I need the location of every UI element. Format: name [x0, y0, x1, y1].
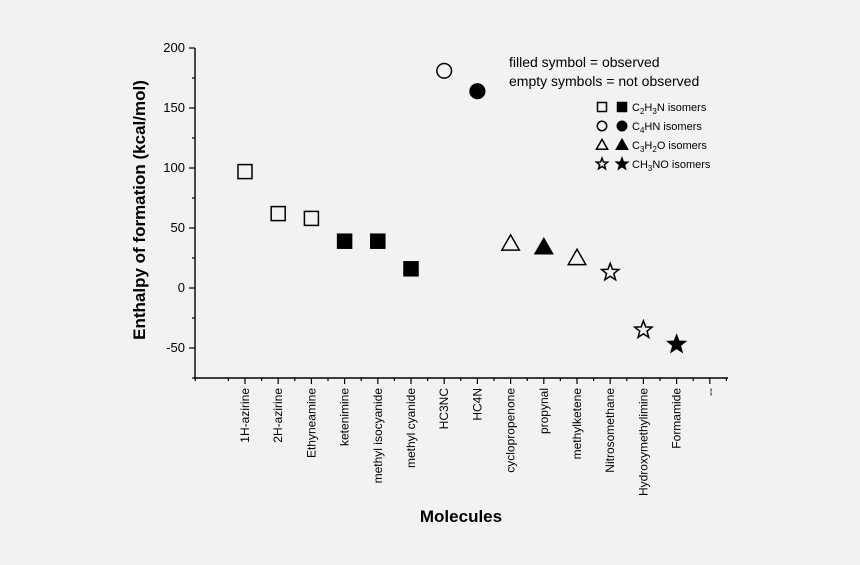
legend-filled-square	[616, 101, 628, 113]
data-point-nitrosomethane	[599, 261, 621, 282]
x-tick-label: methyl cyanide	[404, 388, 418, 468]
legend-label: CH3NO isomers	[632, 159, 711, 173]
x-tick-label: Hydroxymethylimine	[636, 388, 650, 496]
x-tick-label: Nitrosomethane	[603, 388, 617, 473]
y-tick-label: 0	[178, 280, 185, 295]
legend-filled-triangle	[615, 137, 629, 150]
y-tick-label: -50	[166, 340, 185, 355]
data-point-2h-azirine	[270, 205, 286, 222]
legend: C2H3N isomers C4HN isomers C3H2O isomers CH…	[594, 101, 711, 173]
x-tick-label: ketenimine	[338, 388, 352, 446]
legend-label: C4HN isomers	[632, 121, 702, 135]
y-tick-label: 200	[163, 40, 185, 55]
x-axis-ticks: 1H-azirine 2H-azirine Ethyneamine ketenimin…	[194, 378, 728, 496]
x-tick-label: methylketene	[570, 388, 584, 460]
data-point-cyclopropenone	[500, 233, 521, 251]
y-axis-title: Enthalpy of formation (kcal/mol)	[130, 80, 149, 340]
axis-frame	[194, 48, 728, 379]
data-point-ketenimine	[336, 233, 353, 249]
y-tick-label: 150	[163, 100, 185, 115]
legend-open-triangle	[595, 137, 609, 150]
y-axis-ticks: 200 150 100 50 0 -50	[163, 40, 195, 379]
legend-label: C3H2O isomers	[632, 140, 707, 154]
x-tick-label: methyl isocyanide	[371, 388, 385, 484]
data-point-1h-azirine	[237, 163, 253, 180]
x-tick-label: cyclopropenone	[504, 388, 518, 473]
axes	[194, 48, 728, 379]
x-tick-label: --	[703, 388, 717, 396]
data-point-hc4n	[469, 83, 486, 100]
legend-open-square	[596, 101, 608, 113]
x-tick-label: 2H-azirine	[271, 388, 285, 443]
x-tick-label: HC3NC	[437, 388, 451, 430]
y-tick-label: 50	[171, 220, 185, 235]
data-point-hc3nc	[436, 62, 453, 79]
annotation-filled: filled symbol = observed	[509, 54, 660, 70]
data-point-methylketene	[566, 247, 588, 266]
annotation-empty: empty symbols = not observed	[509, 73, 699, 89]
data-point-formamide	[665, 333, 688, 354]
data-points	[237, 62, 688, 354]
x-axis-title: Molecules	[420, 507, 502, 526]
data-point-ethyneamine	[303, 210, 320, 227]
legend-filled-circle	[616, 120, 628, 132]
y-tick-label: 100	[163, 160, 185, 175]
data-point-hydroxymethylimine	[632, 318, 655, 340]
legend-label: C2H3N isomers	[632, 102, 707, 116]
data-point-methyl-isocyanide	[370, 233, 386, 249]
x-tick-label: 1H-azirine	[238, 388, 252, 443]
data-point-methyl-cyanide	[403, 261, 419, 277]
x-tick-label: Ethyneamine	[304, 388, 318, 458]
x-tick-label: propynal	[537, 388, 551, 434]
x-tick-label: Formamide	[670, 388, 684, 449]
data-point-propynal	[533, 236, 554, 255]
legend-open-circle	[596, 120, 608, 132]
x-tick-label: HC4N	[470, 388, 484, 421]
legend-filled-star	[614, 156, 630, 171]
legend-open-star	[594, 156, 610, 171]
